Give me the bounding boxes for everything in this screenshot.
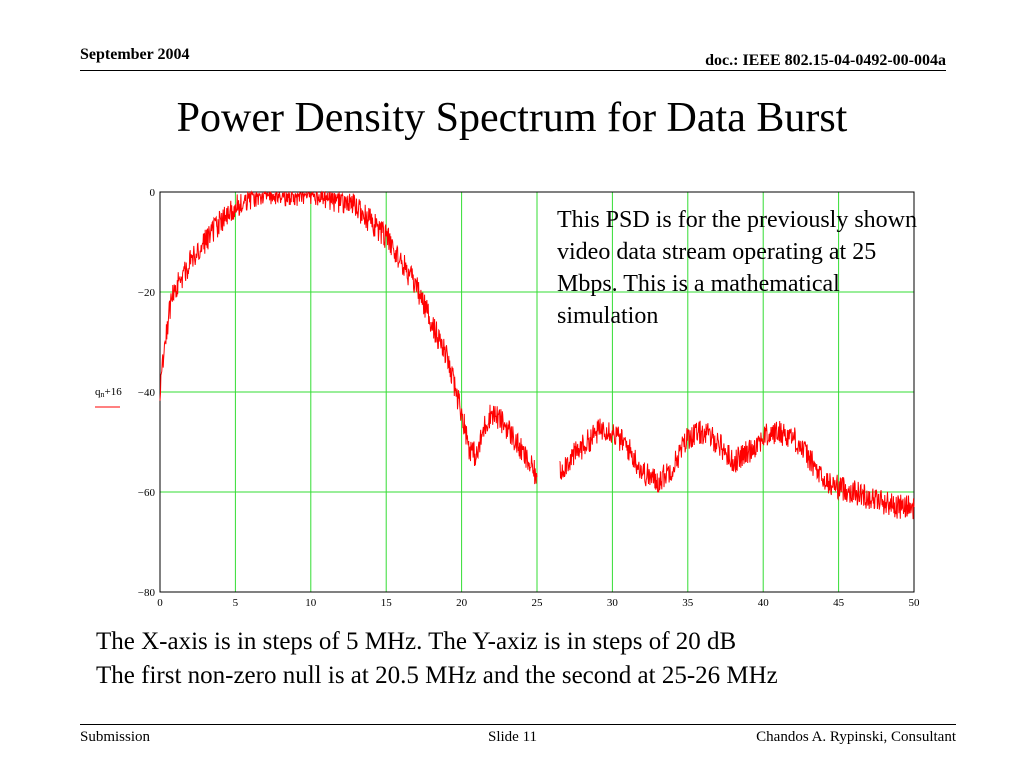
x-tick-label: 0 <box>157 597 163 609</box>
x-tick-label: 35 <box>682 597 694 609</box>
header-date: September 2004 <box>80 46 190 63</box>
footer-slide-number: Slide 11 <box>488 729 538 745</box>
caption-line-2: The first non-zero null is at 20.5 MHz a… <box>96 662 778 689</box>
psd-trace <box>559 418 915 520</box>
slide-title: Power Density Spectrum for Data Burst <box>176 95 848 141</box>
y-tick-label: 0 <box>150 187 156 199</box>
x-tick-label: 15 <box>381 597 393 609</box>
header-doc-id: doc.: IEEE 802.15-04-0492-00-004a <box>705 52 946 69</box>
footer-rule <box>80 724 956 725</box>
x-tick-label: 30 <box>607 597 619 609</box>
y-tick-label: −60 <box>138 487 156 499</box>
psd-trace <box>159 190 538 485</box>
x-tick-label: 10 <box>305 597 317 609</box>
x-tick-label: 40 <box>758 597 770 609</box>
chart-series <box>159 190 915 520</box>
x-tick-label: 20 <box>456 597 468 609</box>
y-tick-label: −80 <box>138 587 156 599</box>
axis-caption: The X-axis is in steps of 5 MHz. The Y-a… <box>96 625 778 693</box>
x-tick-labels: 0 5 10 15 20 25 30 35 40 45 50 <box>157 597 920 609</box>
x-tick-label: 45 <box>833 597 845 609</box>
simulation-note: This PSD is for the previously shown vid… <box>557 207 917 329</box>
y-tick-label: −20 <box>138 287 156 299</box>
x-tick-label: 5 <box>233 597 239 609</box>
x-tick-label: 25 <box>532 597 544 609</box>
footer-author: Chandos A. Rypinski, Consultant <box>756 729 956 745</box>
x-tick-label: 50 <box>909 597 921 609</box>
chart-grid <box>160 192 914 592</box>
y-axis-label: qn+16 <box>95 386 122 399</box>
footer-submission: Submission <box>80 729 151 745</box>
y-tick-labels: 0 −20 −40 −60 −80 <box>138 187 156 599</box>
plot-frame <box>159 191 915 593</box>
caption-line-1: The X-axis is in steps of 5 MHz. The Y-a… <box>96 628 737 655</box>
y-tick-label: −40 <box>138 387 156 399</box>
header-rule <box>80 70 946 71</box>
